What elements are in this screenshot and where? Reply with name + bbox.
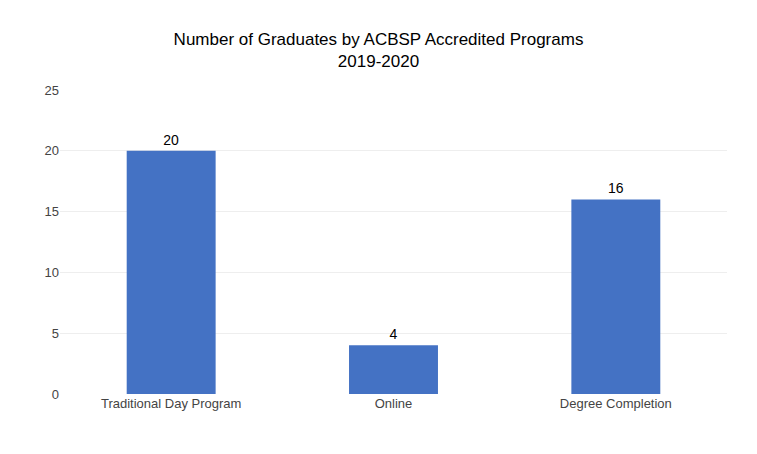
svg-text:0: 0: [52, 387, 59, 402]
svg-text:20: 20: [45, 143, 59, 158]
svg-text:10: 10: [45, 265, 59, 280]
svg-text:16: 16: [608, 180, 624, 196]
svg-text:5: 5: [52, 326, 59, 341]
svg-text:Traditional Day Program: Traditional Day Program: [101, 396, 241, 411]
svg-text:25: 25: [45, 83, 59, 98]
svg-text:15: 15: [45, 204, 59, 219]
svg-text:4: 4: [390, 326, 398, 342]
svg-text:Online: Online: [375, 396, 413, 411]
svg-text:Number of Graduates by ACBSP A: Number of Graduates by ACBSP Accredited …: [174, 30, 584, 71]
svg-text:Degree Completion: Degree Completion: [560, 396, 672, 411]
svg-text:20: 20: [163, 132, 179, 148]
